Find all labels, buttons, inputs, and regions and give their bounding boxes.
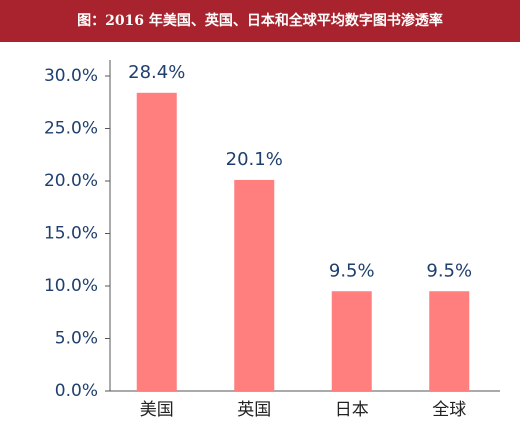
bar <box>136 92 177 392</box>
value-label: 20.1% <box>226 149 283 170</box>
bar <box>429 291 470 391</box>
y-tick-label: 20.0% <box>44 171 98 191</box>
y-tick-label: 25.0% <box>44 119 98 139</box>
title-banner <box>0 0 520 42</box>
value-label: 9.5% <box>329 260 375 281</box>
y-tick-label: 0.0% <box>55 381 98 401</box>
x-tick-label: 日本 <box>335 400 369 420</box>
x-tick-label: 英国 <box>237 400 271 420</box>
x-tick-label: 全球 <box>432 400 466 420</box>
bar <box>331 291 372 391</box>
bar <box>234 179 275 391</box>
x-tick-label: 美国 <box>140 400 174 420</box>
value-label: 9.5% <box>426 260 472 281</box>
y-tick-label: 15.0% <box>44 224 98 244</box>
chart-title: 图：2016 年美国、英国、日本和全球平均数字图书渗透率 <box>77 12 443 29</box>
y-tick-label: 30.0% <box>44 66 98 86</box>
y-tick-label: 5.0% <box>55 329 98 349</box>
y-tick-label: 10.0% <box>44 276 98 296</box>
value-label: 28.4% <box>128 62 185 83</box>
